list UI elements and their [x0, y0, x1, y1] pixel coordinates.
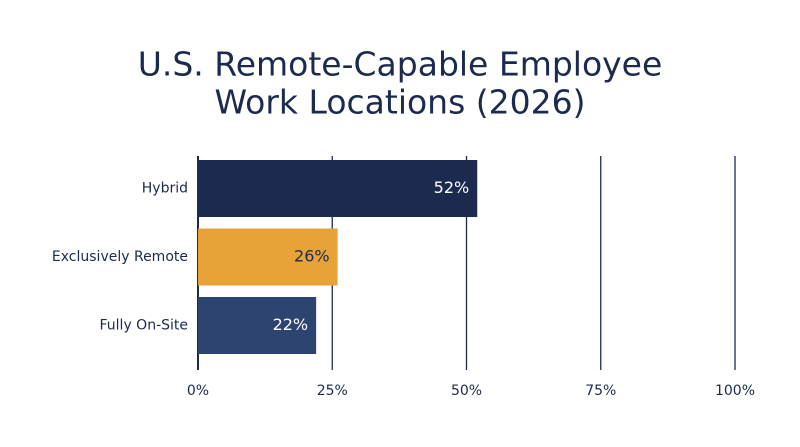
bar [198, 228, 338, 286]
x-tick-label: 25% [317, 383, 348, 399]
category-label: Exclusively Remote [52, 249, 188, 265]
chart-title: Work Locations (2026) [214, 83, 585, 122]
value-label: 52% [434, 178, 470, 197]
value-label: 26% [294, 247, 330, 266]
x-tick-label: 0% [187, 383, 209, 399]
chart-title: U.S. Remote-Capable Employee [138, 45, 663, 84]
category-label: Hybrid [142, 181, 188, 197]
x-tick-label: 50% [451, 383, 482, 399]
bar [198, 297, 317, 354]
x-tick-label: 100% [715, 383, 755, 399]
category-label: Fully On-Site [100, 318, 189, 334]
bar [198, 160, 478, 217]
x-tick-label: 75% [585, 383, 616, 399]
value-label: 22% [273, 315, 309, 334]
